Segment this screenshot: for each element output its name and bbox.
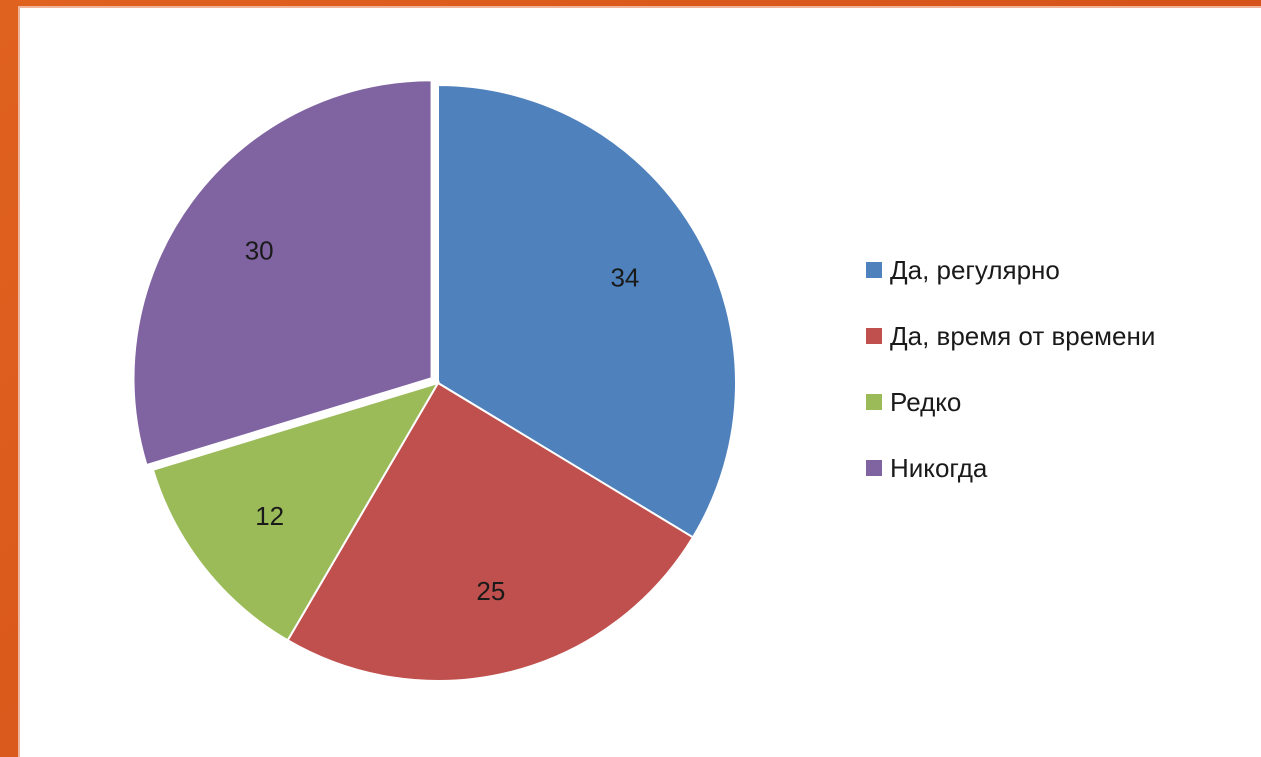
legend-swatch xyxy=(866,394,882,410)
pie-slice xyxy=(132,79,433,467)
pie-slice xyxy=(437,83,737,539)
pie-data-label: 12 xyxy=(255,501,284,531)
pie-slice xyxy=(151,381,441,642)
pie-data-label: 34 xyxy=(610,263,639,293)
legend-swatch xyxy=(866,328,882,344)
chart-legend: Да, регулярно Да, время от времени Редко… xyxy=(866,248,1155,512)
legend-label: Никогда xyxy=(890,452,988,483)
legend-label: Да, время от времени xyxy=(890,320,1156,351)
legend-swatch xyxy=(866,460,882,476)
pie-slices xyxy=(132,79,737,682)
legend-item-never: Никогда xyxy=(866,446,1155,490)
legend-item-regularly: Да, регулярно xyxy=(866,248,1155,292)
legend-swatch xyxy=(866,262,882,278)
legend-label: Да, регулярно xyxy=(890,254,1060,285)
pie-data-labels: 34 25 12 30 xyxy=(245,236,640,606)
pie-data-label: 30 xyxy=(245,236,274,266)
legend-item-sometimes: Да, время от времени xyxy=(866,314,1155,358)
legend-item-rarely: Редко xyxy=(866,380,1155,424)
pie-slice xyxy=(286,381,695,682)
legend-label: Редко xyxy=(890,386,962,417)
pie-data-label: 25 xyxy=(476,576,505,606)
